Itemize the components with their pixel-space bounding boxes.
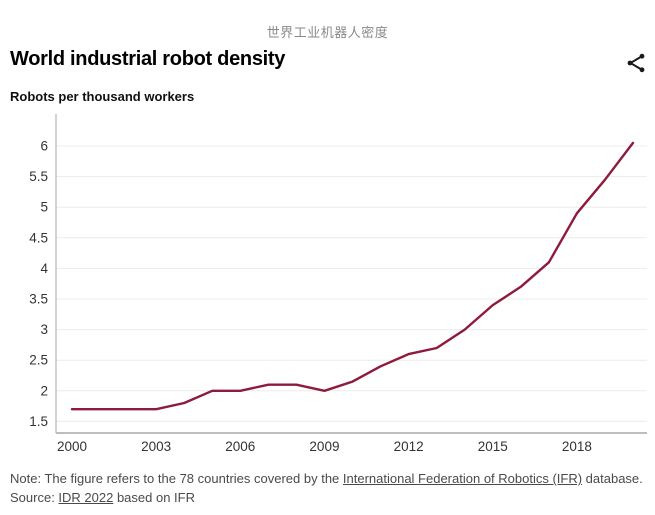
chart-footer: Note: The figure refers to the 78 countr… bbox=[10, 469, 650, 507]
y-tick-label: 4.5 bbox=[29, 230, 48, 245]
note-suffix: database. bbox=[582, 471, 643, 486]
x-tick-label: 2018 bbox=[562, 439, 592, 454]
y-tick-label: 5.5 bbox=[29, 169, 48, 184]
x-tick-label: 2012 bbox=[394, 439, 424, 454]
note-prefix: Note: The figure refers to the 78 countr… bbox=[10, 471, 343, 486]
y-tick-label: 3 bbox=[40, 322, 48, 337]
share-icon bbox=[627, 53, 645, 73]
y-tick-label: 6 bbox=[40, 139, 48, 154]
page-title: World industrial robot density bbox=[10, 48, 286, 70]
x-tick-label: 2000 bbox=[57, 439, 87, 454]
source-suffix: based on IFR bbox=[113, 490, 195, 505]
caption-chinese: 世界工业机器人密度 bbox=[266, 25, 389, 40]
source-prefix: Source: bbox=[10, 490, 59, 505]
line-chart: 1.5 2 2.5 3 3.5 4 4.5 5 5.5 6 2000 2003 2006 2009 2012… bbox=[29, 114, 647, 454]
y-tick-label: 5 bbox=[40, 200, 48, 215]
x-tick-label: 2006 bbox=[225, 439, 255, 454]
x-tick-label: 2015 bbox=[478, 439, 508, 454]
data-line-world bbox=[70, 141, 635, 411]
y-tick-label: 2 bbox=[40, 383, 48, 398]
x-tick-label: 2009 bbox=[309, 439, 339, 454]
y-axis-units-label: Robots per thousand workers bbox=[10, 89, 195, 104]
share-button[interactable] bbox=[624, 50, 650, 76]
y-tick-label: 1.5 bbox=[29, 414, 48, 429]
idr-link[interactable]: IDR 2022 bbox=[58, 490, 114, 505]
y-tick-label: 4 bbox=[40, 261, 48, 276]
ifr-link[interactable]: International Federation of Robotics (IF… bbox=[342, 471, 583, 486]
note-text: Note: The figure refers to the 78 countr… bbox=[10, 469, 650, 488]
y-tick-label: 3.5 bbox=[29, 292, 48, 307]
source-text: Source: IDR 2022 based on IFR bbox=[10, 488, 650, 507]
y-tick-label: 2.5 bbox=[29, 353, 48, 368]
x-tick-label: 2003 bbox=[141, 439, 171, 454]
